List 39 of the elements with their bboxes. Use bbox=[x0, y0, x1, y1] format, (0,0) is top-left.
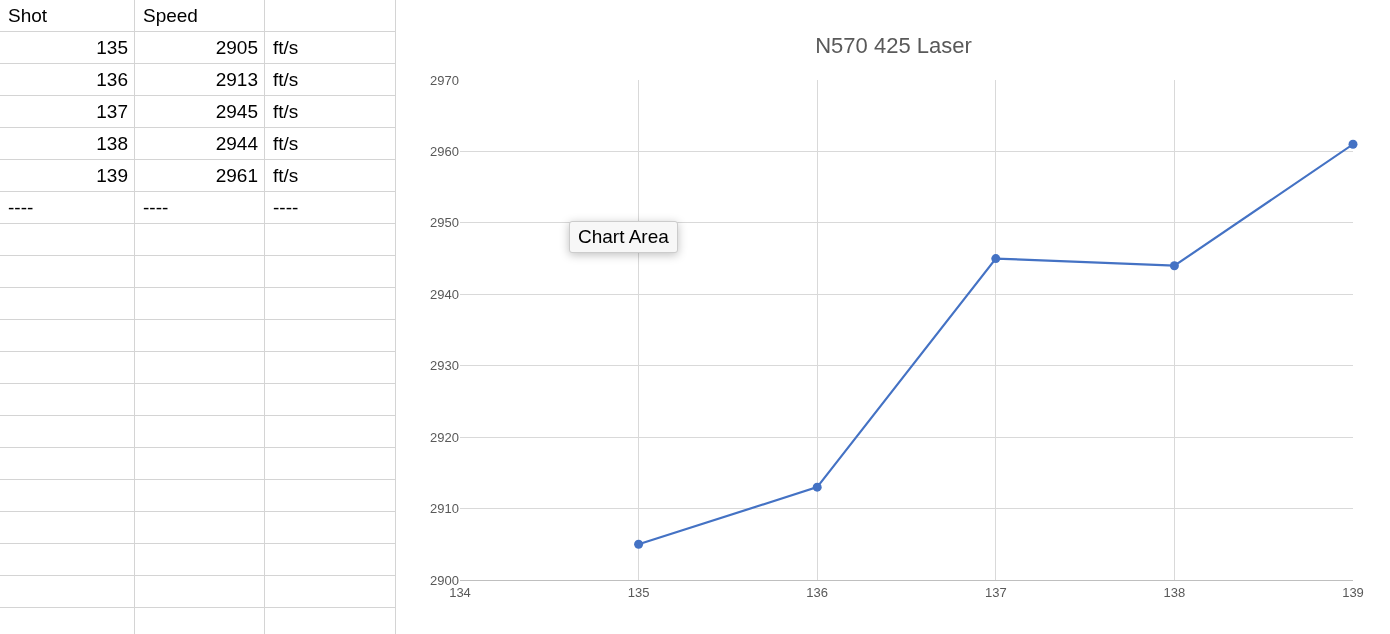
text: ---- bbox=[8, 196, 34, 220]
text: 2945 bbox=[214, 100, 258, 124]
point bbox=[634, 539, 644, 549]
text: ---- bbox=[273, 196, 299, 220]
chart-title: N570 425 Laser bbox=[815, 32, 972, 58]
text: 2913 bbox=[214, 68, 258, 92]
text: ft/s bbox=[273, 100, 299, 124]
x-tick-label: 138 bbox=[1163, 584, 1186, 600]
x-tick-label: 139 bbox=[1342, 584, 1364, 600]
text: ft/s bbox=[273, 132, 299, 156]
y-tick-label: 2970 bbox=[430, 72, 459, 88]
text: ft/s bbox=[273, 68, 299, 92]
y-tick-label: 2920 bbox=[430, 429, 459, 445]
y-tick-label: 2910 bbox=[430, 501, 459, 517]
text: 137 bbox=[95, 100, 128, 124]
x-tick-label: 136 bbox=[806, 584, 829, 600]
text: 135 bbox=[95, 36, 128, 60]
text: ft/s bbox=[273, 164, 299, 188]
point bbox=[812, 482, 822, 492]
text: 139 bbox=[95, 164, 128, 188]
text: ft/s bbox=[273, 36, 299, 60]
x-tick-label: 135 bbox=[627, 584, 650, 600]
text: ---- bbox=[143, 196, 169, 220]
text: 2944 bbox=[214, 132, 258, 156]
y-tick-label: 2940 bbox=[430, 286, 459, 302]
text: 2905 bbox=[214, 36, 258, 60]
text: Speed bbox=[143, 4, 198, 28]
point bbox=[991, 254, 1001, 264]
point bbox=[1348, 139, 1358, 149]
text: Shot bbox=[8, 4, 48, 28]
x-tick-label: 137 bbox=[984, 584, 1007, 600]
text: 136 bbox=[95, 68, 128, 92]
text: 138 bbox=[95, 132, 128, 156]
annotation: Chart Area bbox=[569, 221, 678, 253]
y-tick-label: 2950 bbox=[430, 215, 459, 231]
point bbox=[1169, 261, 1179, 271]
y-tick-label: 2960 bbox=[430, 143, 459, 159]
text: 2961 bbox=[214, 164, 258, 188]
y-tick-label: 2930 bbox=[430, 358, 459, 374]
